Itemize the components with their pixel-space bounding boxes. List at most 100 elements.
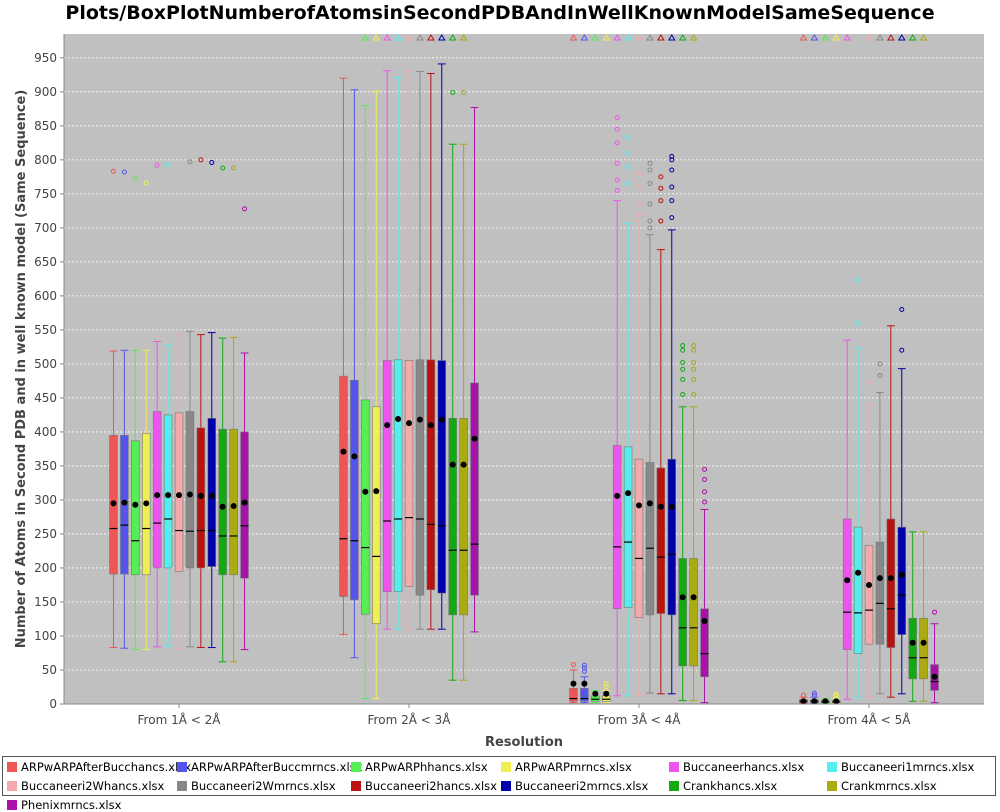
offscale-marker: [580, 34, 589, 41]
legend-item: Buccaneeri2Wmrncs.xlsx: [177, 779, 336, 793]
mean-point: [920, 639, 927, 646]
box-3-4: [842, 34, 852, 700]
mean-point: [219, 503, 226, 510]
outlier-point: [691, 347, 697, 353]
mean-point: [351, 453, 358, 460]
mean-point: [581, 680, 588, 687]
legend-label: Buccaneeri2Whancs.xlsx: [21, 779, 165, 793]
legend-label: ARPwARPAfterBuccmrncs.xlsx: [191, 760, 363, 774]
box-iqr: [842, 518, 852, 650]
box-iqr: [437, 360, 447, 594]
mean-point: [646, 500, 653, 507]
mean-point: [384, 422, 391, 429]
outlier-point: [647, 218, 653, 224]
outlier-point: [647, 181, 653, 187]
outlier-point: [614, 177, 620, 183]
mean-point: [898, 571, 905, 578]
outlier-point: [614, 126, 620, 132]
mean-point: [800, 698, 807, 705]
box-1-9: [437, 34, 447, 630]
box-2-12: [700, 466, 709, 704]
outlier-point: [220, 165, 226, 171]
chart-legend: ARPwARPAfterBucchancs.xlsx ARPwARPAfterBu…: [2, 756, 996, 812]
box-iqr: [908, 617, 917, 680]
box-1-8: [426, 34, 436, 630]
outlier-point: [570, 662, 576, 668]
offscale-marker: [372, 34, 381, 41]
mean-point: [876, 575, 883, 582]
box-series-layer: [109, 34, 939, 705]
legend-item: ARPwARPAfterBucchancs.xlsx: [7, 760, 191, 774]
offscale-marker: [897, 34, 906, 41]
legend-swatch: [827, 762, 837, 772]
outlier-point: [833, 691, 839, 697]
mean-point: [165, 492, 172, 499]
offscale-marker: [405, 34, 413, 41]
outlier-point: [658, 185, 664, 191]
box-iqr: [185, 411, 195, 569]
outlier-point: [877, 361, 883, 367]
y-tick-label: 800: [34, 153, 57, 167]
box-3-0: [799, 34, 808, 705]
y-axis-label: Number of Atoms in Second PDB and in wel…: [14, 90, 29, 649]
outlier-point: [811, 690, 817, 696]
outlier-point: [143, 180, 149, 186]
outlier-point: [110, 168, 116, 174]
outlier-point: [625, 150, 631, 156]
outlier-point: [614, 187, 620, 193]
x-tick-label: From 4Å < 5Å: [828, 712, 912, 727]
box-3-1: [810, 34, 819, 705]
box-0-7: [185, 159, 195, 648]
box-iqr: [667, 458, 677, 616]
box-2-3: [601, 34, 611, 704]
outlier-point: [614, 160, 620, 166]
offscale-marker: [394, 34, 402, 41]
outlier-point: [165, 162, 171, 168]
box-2-10: [678, 34, 687, 702]
outlier-point: [636, 170, 642, 176]
outlier-point: [614, 115, 620, 121]
y-tick-label: 350: [34, 459, 57, 473]
box-3-5: [853, 277, 863, 699]
mean-point: [406, 420, 412, 427]
mean-point: [110, 500, 117, 507]
legend-label: Crankmrncs.xlsx: [841, 779, 937, 793]
mean-point: [668, 503, 675, 510]
box-2-8: [656, 34, 666, 695]
legend-swatch: [7, 762, 17, 772]
offscale-marker: [678, 34, 687, 41]
outlier-point: [932, 609, 938, 615]
y-tick-label: 900: [34, 85, 57, 99]
mean-point: [143, 500, 150, 507]
box-1-7: [415, 34, 425, 630]
offscale-marker: [656, 34, 665, 41]
mean-point: [362, 488, 369, 495]
outlier-point: [581, 668, 587, 674]
box-iqr: [459, 418, 468, 616]
box-1-1: [350, 89, 359, 659]
box-iqr: [875, 541, 885, 645]
mean-point: [186, 491, 193, 498]
offscale-marker: [810, 34, 819, 41]
offscale-marker: [416, 34, 424, 41]
outlier-point: [691, 366, 697, 372]
legend-swatch: [669, 781, 679, 791]
legend-swatch: [351, 781, 361, 791]
box-2-2: [591, 34, 600, 704]
outlier-point: [680, 347, 686, 353]
box-iqr: [886, 518, 896, 648]
outlier-point: [702, 499, 708, 505]
offscale-marker: [667, 34, 676, 41]
mean-point: [471, 435, 478, 442]
outlier-point: [669, 198, 675, 204]
legend-item: Buccaneeri1mrncs.xlsx: [827, 760, 974, 774]
offscale-marker: [602, 34, 611, 41]
x-tick-label: From 1Å < 2Å: [138, 712, 222, 727]
box-iqr: [656, 467, 666, 614]
y-tick-label: 100: [34, 629, 57, 643]
outlier-point: [669, 184, 675, 190]
outlier-point: [866, 379, 872, 385]
box-3-2: [821, 34, 830, 705]
offscale-marker: [613, 34, 622, 41]
outlier-point: [702, 489, 708, 495]
